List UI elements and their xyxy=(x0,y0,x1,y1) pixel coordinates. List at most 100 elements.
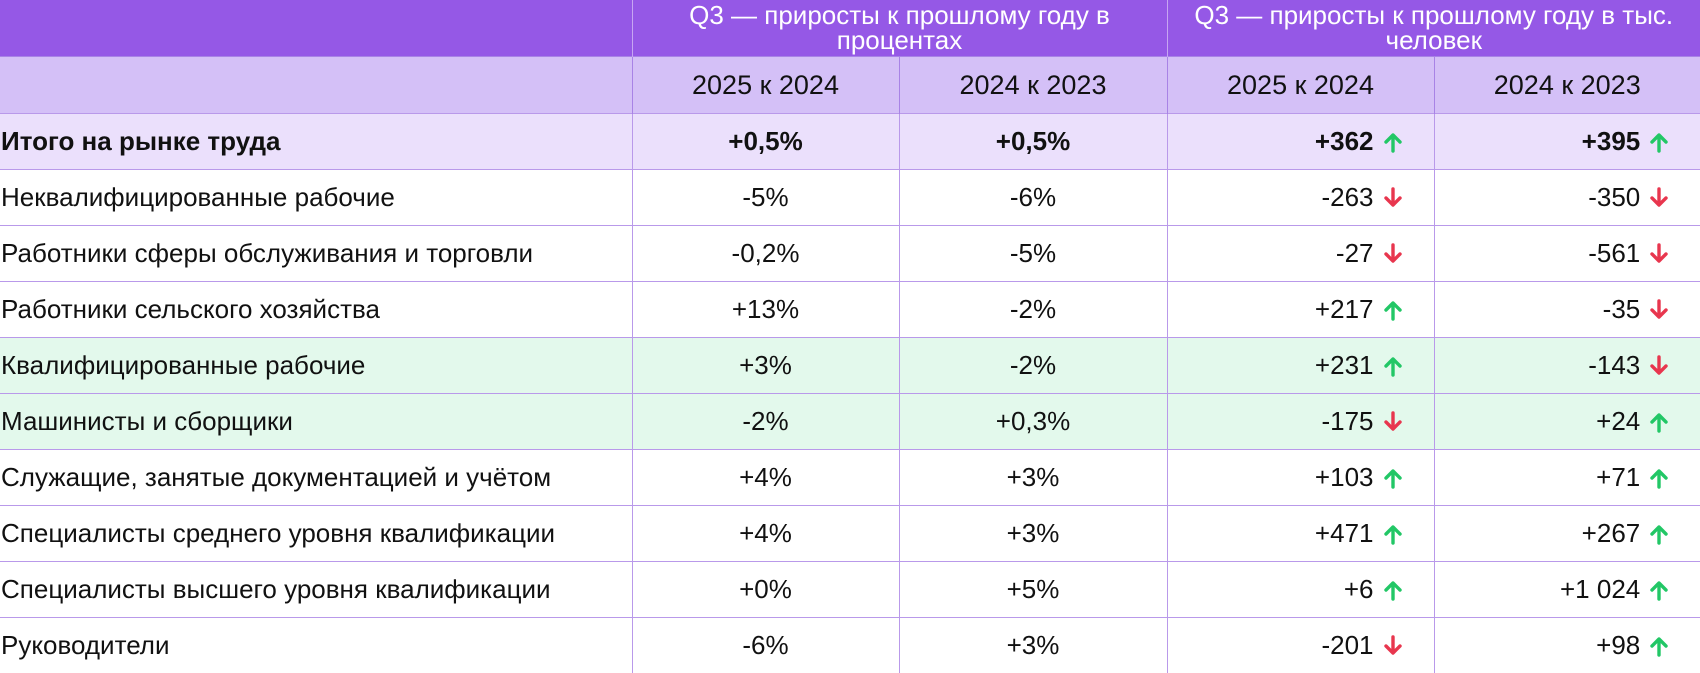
percent-change-cell: -2% xyxy=(899,282,1167,338)
value-with-arrow: +362 xyxy=(1226,126,1406,157)
percent-change-cell: +0,3% xyxy=(899,394,1167,450)
thousand-change-cell: -175 xyxy=(1167,394,1434,450)
thousand-change-cell: -201 xyxy=(1167,618,1434,673)
percent-change-cell: -2% xyxy=(899,338,1167,394)
row-label: Руководители xyxy=(0,618,632,673)
row-label: Специалисты высшего уровня квалификации xyxy=(0,562,632,618)
thousand-change-cell: -35 xyxy=(1434,282,1700,338)
arrow-down-icon xyxy=(1380,633,1406,659)
subheader-period: 2024 к 2023 xyxy=(1434,57,1700,114)
percent-change-cell: +0% xyxy=(632,562,899,618)
percent-change-cell: +4% xyxy=(632,450,899,506)
value-with-arrow: +471 xyxy=(1226,518,1406,549)
percent-change-cell: +13% xyxy=(632,282,899,338)
thousand-value: +231 xyxy=(1315,350,1374,381)
row-label: Квалифицированные рабочие xyxy=(0,338,632,394)
row-label: Служащие, занятые документацией и учётом xyxy=(0,450,632,506)
arrow-down-icon xyxy=(1646,353,1672,379)
thousand-value: +98 xyxy=(1596,630,1640,661)
value-with-arrow: -143 xyxy=(1492,350,1672,381)
table-row: Квалифицированные рабочие+3%-2% +231 -143 xyxy=(0,338,1700,394)
percent-change-cell: +0,5% xyxy=(632,114,899,170)
thousand-value: +362 xyxy=(1315,126,1374,157)
value-with-arrow: -263 xyxy=(1226,182,1406,213)
thousand-value: +267 xyxy=(1582,518,1641,549)
thousand-value: +24 xyxy=(1596,406,1640,437)
thousand-value: -143 xyxy=(1588,350,1640,381)
arrow-up-icon xyxy=(1646,521,1672,547)
thousand-change-cell: +471 xyxy=(1167,506,1434,562)
thousand-value: -263 xyxy=(1321,182,1373,213)
percent-change-cell: -5% xyxy=(899,226,1167,282)
arrow-up-icon xyxy=(1380,297,1406,323)
thousand-value: +71 xyxy=(1596,462,1640,493)
thousand-change-cell: +1 024 xyxy=(1434,562,1700,618)
header-empty-cell xyxy=(0,0,632,57)
value-with-arrow: +267 xyxy=(1492,518,1672,549)
percent-change-cell: +3% xyxy=(632,338,899,394)
table-row: Руководители-6%+3% -201 +98 xyxy=(0,618,1700,673)
row-label: Работники сельского хозяйства xyxy=(0,282,632,338)
row-label: Специалисты среднего уровня квалификации xyxy=(0,506,632,562)
thousand-value: -561 xyxy=(1588,238,1640,269)
thousand-change-cell: +217 xyxy=(1167,282,1434,338)
table-row: Специалисты высшего уровня квалификации+… xyxy=(0,562,1700,618)
table-row: Специалисты среднего уровня квалификации… xyxy=(0,506,1700,562)
value-with-arrow: +71 xyxy=(1492,462,1672,493)
subheader-period: 2024 к 2023 xyxy=(899,57,1167,114)
percent-change-cell: -2% xyxy=(632,394,899,450)
thousand-value: +217 xyxy=(1315,294,1374,325)
arrow-down-icon xyxy=(1380,409,1406,435)
table-row: Работники сельского хозяйства+13%-2% +217… xyxy=(0,282,1700,338)
thousand-value: -350 xyxy=(1588,182,1640,213)
value-with-arrow: +98 xyxy=(1492,630,1672,661)
subheader-empty-cell xyxy=(0,57,632,114)
value-with-arrow: -561 xyxy=(1492,238,1672,269)
percent-change-cell: -0,2% xyxy=(632,226,899,282)
subheader-period: 2025 к 2024 xyxy=(1167,57,1434,114)
arrow-up-icon xyxy=(1380,465,1406,491)
table-row: Неквалифицированные рабочие-5%-6%-263-35… xyxy=(0,170,1700,226)
percent-change-cell: +5% xyxy=(899,562,1167,618)
thousand-value: +103 xyxy=(1315,462,1374,493)
thousand-change-cell: -27 xyxy=(1167,226,1434,282)
arrow-down-icon xyxy=(1646,241,1672,267)
thousand-change-cell: +24 xyxy=(1434,394,1700,450)
value-with-arrow: +395 xyxy=(1492,126,1672,157)
thousand-change-cell: +71 xyxy=(1434,450,1700,506)
value-with-arrow: +24 xyxy=(1492,406,1672,437)
thousand-change-cell: +103 xyxy=(1167,450,1434,506)
arrow-up-icon xyxy=(1646,465,1672,491)
percent-change-cell: +3% xyxy=(899,618,1167,673)
header-row-periods: 2025 к 2024 2024 к 2023 2025 к 2024 2024… xyxy=(0,57,1700,114)
row-label: Машинисты и сборщики xyxy=(0,394,632,450)
row-label: Работники сферы обслуживания и торговли xyxy=(0,226,632,282)
arrow-down-icon xyxy=(1646,185,1672,211)
arrow-up-icon xyxy=(1380,129,1406,155)
percent-change-cell: -6% xyxy=(899,170,1167,226)
thousand-value: +471 xyxy=(1315,518,1374,549)
table-row: Итого на рынке труда+0,5%+0,5%+362+395 xyxy=(0,114,1700,170)
arrow-down-icon xyxy=(1380,185,1406,211)
value-with-arrow: -27 xyxy=(1226,238,1406,269)
percent-change-cell: +4% xyxy=(632,506,899,562)
thousand-value: -201 xyxy=(1321,630,1373,661)
thousand-change-cell: -561 xyxy=(1434,226,1700,282)
value-with-arrow: -350 xyxy=(1492,182,1672,213)
thousand-value: +395 xyxy=(1582,126,1641,157)
header-group-thousand: Q3 — приросты к прошлому году в тыс. чел… xyxy=(1167,0,1700,57)
thousand-value: +6 xyxy=(1344,574,1374,605)
arrow-up-icon xyxy=(1380,521,1406,547)
percent-change-cell: +0,5% xyxy=(899,114,1167,170)
value-with-arrow: -175 xyxy=(1226,406,1406,437)
thousand-change-cell: -263 xyxy=(1167,170,1434,226)
percent-change-cell: -6% xyxy=(632,618,899,673)
value-with-arrow: +217 xyxy=(1226,294,1406,325)
thousand-change-cell: -143 xyxy=(1434,338,1700,394)
percent-change-cell: +3% xyxy=(899,506,1167,562)
thousand-change-cell: +267 xyxy=(1434,506,1700,562)
table-row: Работники сферы обслуживания и торговли-… xyxy=(0,226,1700,282)
